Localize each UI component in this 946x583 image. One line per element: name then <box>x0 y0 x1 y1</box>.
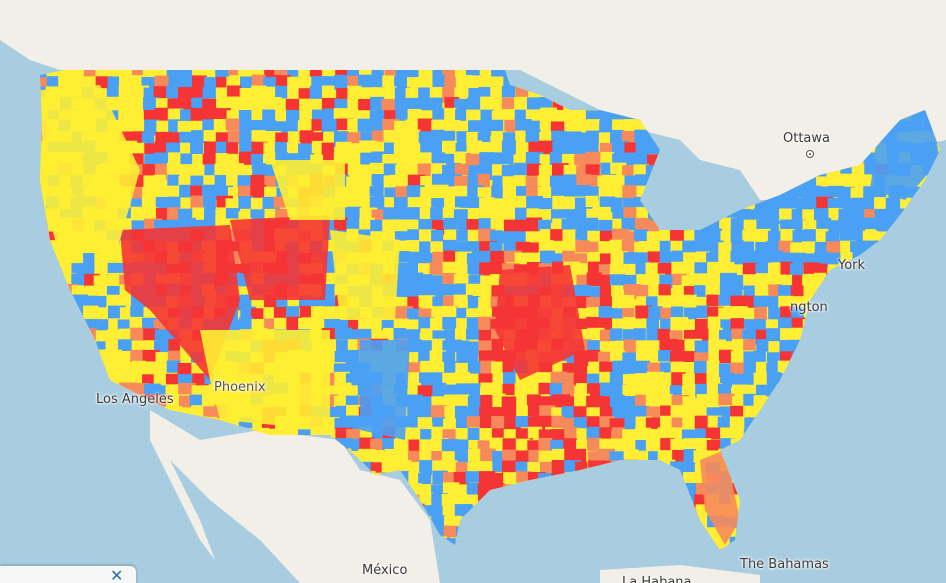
baja-land <box>150 410 215 560</box>
city-label-la-habana: La Habana <box>622 575 692 583</box>
city-label-phoenix: Phoenix <box>214 380 266 395</box>
city-label-los-angeles: Los Angeles <box>96 392 174 407</box>
county-clusters <box>40 85 940 545</box>
city-label-new-york: York <box>838 258 866 273</box>
mexico-land <box>150 410 440 583</box>
close-icon[interactable]: ✕ <box>110 566 124 583</box>
city-label-ottawa: Ottawa <box>783 131 830 146</box>
cuba-land <box>600 565 760 583</box>
canada-land <box>0 0 946 200</box>
country-label-bahamas: The Bahamas <box>740 557 829 572</box>
legend-panel-tab[interactable]: ✕ <box>0 566 136 583</box>
ottawa-marker-icon <box>806 150 814 158</box>
country-label-mexico: México <box>362 563 408 578</box>
city-label-washington: ngton <box>790 300 828 315</box>
